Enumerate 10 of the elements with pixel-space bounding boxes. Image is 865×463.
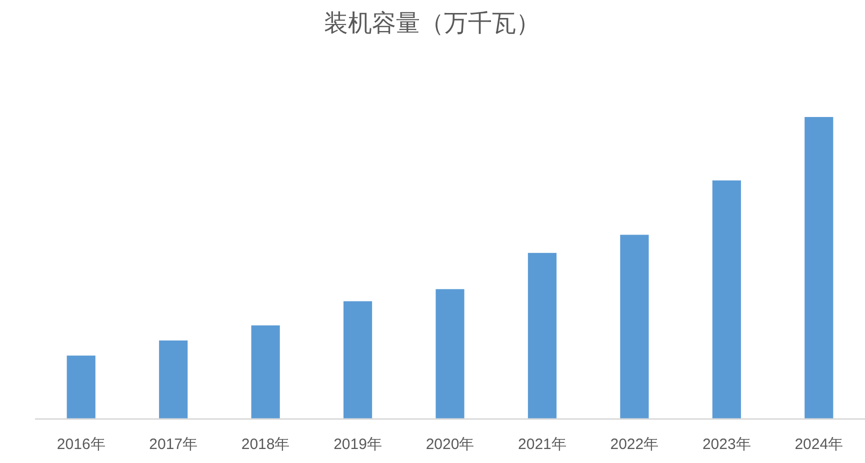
x-tick-label: 2017年 bbox=[149, 436, 198, 453]
x-tick-label: 2023年 bbox=[702, 436, 751, 453]
x-tick-label: 2021年 bbox=[518, 436, 566, 453]
x-tick-label: 2016年 bbox=[56, 436, 106, 453]
x-tick-label: 2024年 bbox=[794, 436, 844, 453]
x-tick-label: 2019年 bbox=[334, 436, 382, 453]
x-tick-label: 2020年 bbox=[426, 436, 474, 453]
x-tick-label: 2022年 bbox=[610, 436, 659, 453]
x-tick-label: 2018年 bbox=[241, 436, 290, 453]
chart-title: 装机容量（万千瓦） bbox=[324, 10, 540, 37]
